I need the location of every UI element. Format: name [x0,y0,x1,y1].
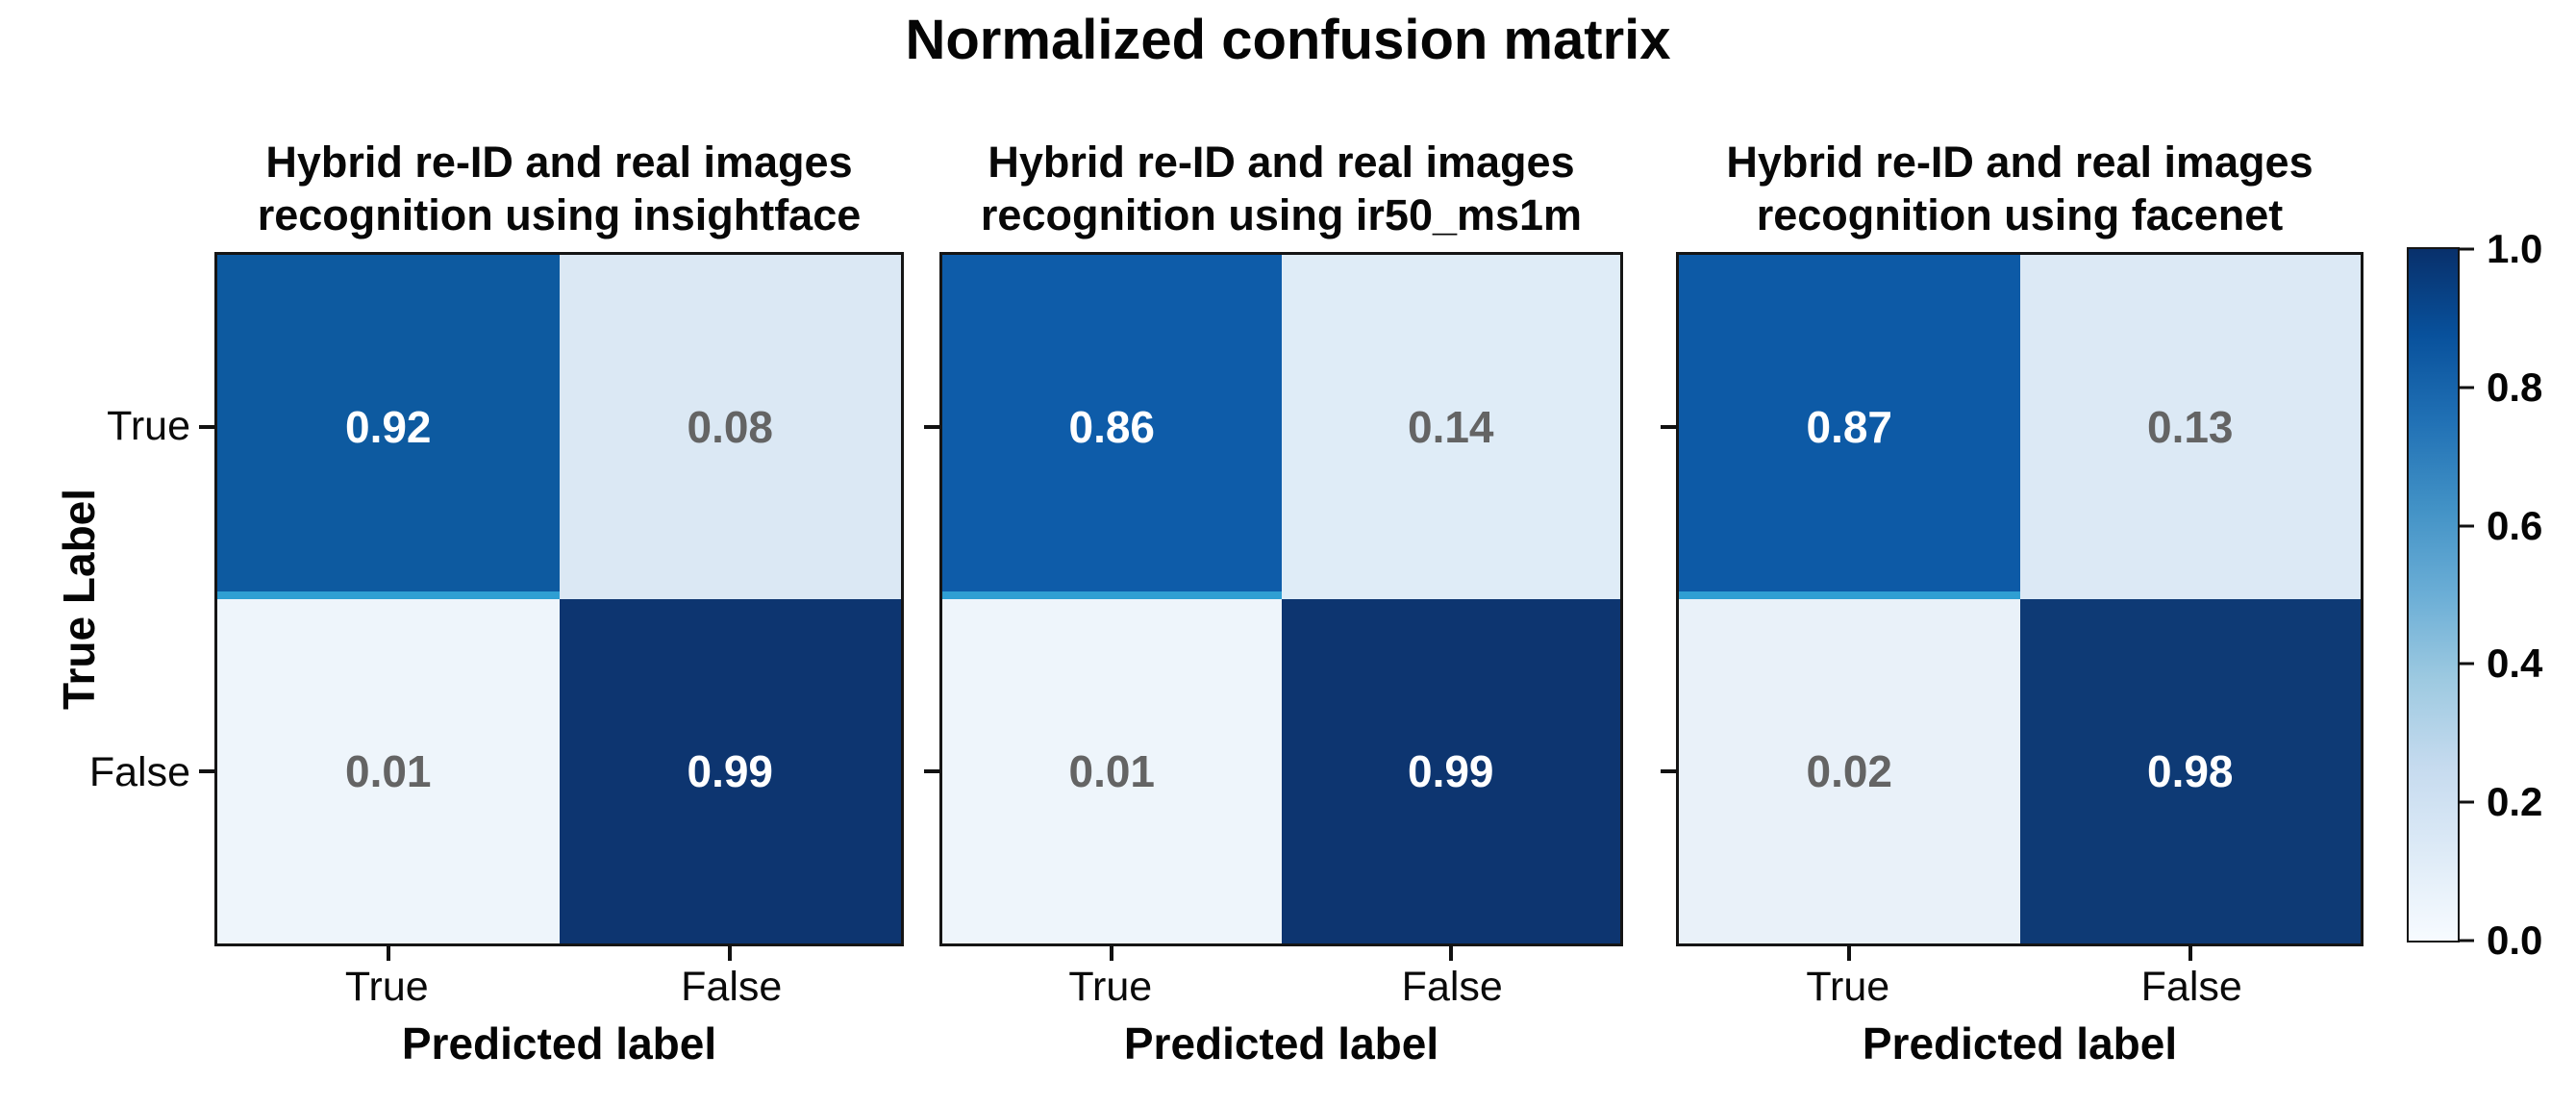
x-tick-label-true: True [344,964,429,1010]
figure-title: Normalized confusion matrix [905,9,1671,71]
y-tick-mark [199,769,215,773]
y-tick-mark [1661,425,1677,429]
colorbar-tick-mark [2458,386,2474,390]
subplot-ir50-ms1m: Hybrid re-ID and real images recognition… [924,96,1623,1087]
subplot-title-line2: recognition using insightface [257,190,862,240]
heatmap-axes: 0.86 0.14 0.01 0.99 [924,252,1623,961]
x-tick-mark [1847,945,1852,961]
colorbar-tick-label: 0.0 [2487,917,2543,963]
x-tick-label-true: True [1806,964,1890,1010]
x-tick-mark [1448,945,1453,961]
cell-value: 0.99 [1407,746,1494,796]
heatmap-axes: 0.87 0.13 0.02 0.98 [1661,252,2363,961]
y-tick-label-false: False [88,749,190,795]
heatmap-cell-true-false: 0.14 [1281,255,1620,599]
colorbar-tick-label: 1.0 [2487,226,2543,271]
x-tick-mark [386,945,390,961]
y-tick-mark [924,425,940,429]
x-tick-label-false: False [681,964,783,1010]
x-tick-label-true: True [1068,964,1153,1010]
cell-value: 0.98 [2146,746,2234,796]
x-tick-mark [1110,945,1114,961]
heatmap-cell-false-false: 0.99 [1281,599,1620,943]
subplot-title-line1: Hybrid re-ID and real images [265,138,853,188]
cell-value: 0.92 [344,402,432,452]
subplot-insightface: Hybrid re-ID and real images recognition… [199,96,904,1087]
cell-edge-artifact [942,591,1282,599]
colorbar-tick-mark [2458,800,2474,804]
colorbar: 1.0 0.8 0.6 0.4 0.2 0.0 [2407,226,2542,963]
subplot-title-line1: Hybrid re-ID and real images [988,138,1575,188]
subplot-title-line1: Hybrid re-ID and real images [1726,138,2313,188]
x-axis-label: Predicted label [1862,1018,2178,1068]
colorbar-tick-label: 0.2 [2487,779,2543,825]
cell-value: 0.01 [344,746,432,796]
x-axis-label: Predicted label [1123,1018,1439,1068]
x-tick-label-false: False [1401,964,1503,1010]
subplot-facenet: Hybrid re-ID and real images recognition… [1661,96,2363,1087]
cell-value: 0.99 [687,746,774,796]
heatmap-cell-false-true: 0.02 [1679,599,2020,943]
y-tick-mark [199,425,215,429]
subplot-title: Hybrid re-ID and real images recognition… [801,96,1763,242]
heatmap-cell-true-true: 0.86 [942,255,1282,599]
y-axis-label: True Label [54,488,104,711]
cell-value: 0.87 [1806,402,1893,452]
colorbar-tick-mark [2458,662,2474,666]
cell-value: 0.14 [1407,402,1494,452]
heatmap-cell-true-false: 0.13 [2019,255,2361,599]
subplot-title: Hybrid re-ID and real images recognition… [1539,96,2501,242]
colorbar-gradient [2409,249,2458,941]
colorbar-tick-mark [2458,524,2474,528]
x-tick-mark [728,945,733,961]
cell-value: 0.02 [1806,746,1893,796]
cell-edge-artifact [217,591,560,599]
x-tick-label-false: False [2140,964,2242,1010]
colorbar-tick-label: 0.6 [2487,502,2543,548]
cell-edge-artifact [1679,591,2020,599]
colorbar-tick-mark [2458,247,2474,251]
x-tick-mark [2188,945,2192,961]
heatmap-cell-true-true: 0.87 [1679,255,2020,599]
y-tick-mark [924,769,940,773]
heatmap-cell-false-false: 0.99 [559,599,901,943]
cell-value: 0.08 [687,402,774,452]
heatmap-cell-false-false: 0.98 [2019,599,2361,943]
heatmap-cell-true-false: 0.08 [559,255,901,599]
x-axis-label: Predicted label [401,1018,717,1068]
cell-value: 0.13 [2146,402,2234,452]
cell-value: 0.86 [1068,402,1156,452]
cell-value: 0.01 [1068,746,1156,796]
y-tick-label-true: True [107,403,190,449]
y-tick-mark [1661,769,1677,773]
heatmap-cell-true-true: 0.92 [217,255,560,599]
colorbar-tick-mark [2458,939,2474,943]
heatmap-cell-false-true: 0.01 [942,599,1282,943]
colorbar-tick-label: 0.8 [2487,364,2543,410]
subplot-title: Hybrid re-ID and real images recognition… [79,96,1040,242]
colorbar-tick-label: 0.4 [2487,641,2543,687]
subplot-title-line2: recognition using facenet [1756,190,2284,240]
subplot-title-line2: recognition using ir50_ms1m [980,190,1583,240]
heatmap-axes: 0.92 0.08 0.01 0.99 [199,252,904,961]
heatmap-cell-false-true: 0.01 [217,599,560,943]
